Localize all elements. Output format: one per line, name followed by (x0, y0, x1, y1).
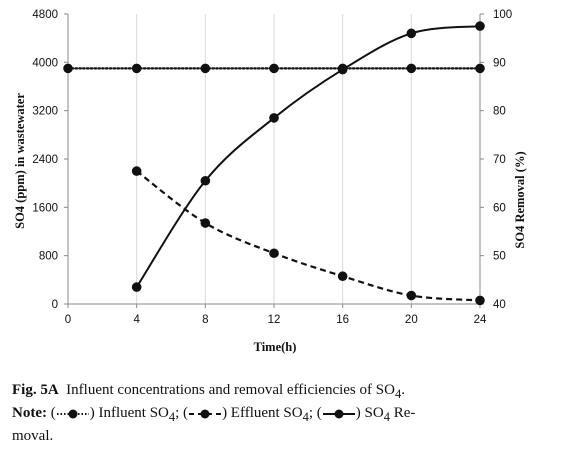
data-point-so4-removal (475, 21, 485, 31)
legend-removal-subscript: 4 (383, 410, 390, 424)
x-tick-label: 4 (133, 314, 140, 326)
data-point-influent-so4 (269, 63, 279, 74)
right-y-tick-label: 60 (493, 202, 506, 214)
figure-caption: Fig. 5A Influent concentrations and remo… (12, 381, 562, 446)
legend-influent-label: ) Influent SO (89, 405, 169, 421)
data-point-effluent-so4 (269, 248, 279, 259)
data-point-effluent-so4 (337, 271, 348, 282)
left-y-tick-label: 4800 (32, 9, 58, 21)
caption-title-end: . (401, 382, 405, 398)
right-y-tick-label: 40 (493, 299, 506, 311)
x-tick-label: 8 (202, 314, 208, 326)
legend-removal-sample (322, 409, 355, 419)
legend-removal-label: ) SO (355, 405, 384, 421)
right-y-tick-label: 50 (493, 251, 506, 263)
legend-influent-subscript: 4 (168, 410, 176, 424)
series-line-so4-removal (135, 25, 481, 288)
right-y-axis-title: SO4 Removal (%) (513, 151, 527, 248)
legend-removal-label-end: Re- (389, 405, 416, 421)
caption-line-2: Note: () Influent SO4; () Effluent SO4; … (12, 404, 562, 427)
legend-effluent-subscript: 4 (302, 410, 309, 424)
left-y-tick-label: 0 (52, 299, 58, 311)
data-point-so4-removal (406, 28, 417, 39)
left-y-axis-title: SO4 (ppm) in wastewater (13, 93, 27, 229)
x-axis-title: Time(h) (254, 340, 297, 354)
series-line-effluent-so4 (136, 170, 481, 302)
caption-title-subscript: 4 (394, 387, 402, 401)
axes (64, 13, 484, 308)
left-y-tick-label: 3200 (32, 106, 58, 118)
legend-effluent-label: ) Effluent SO (222, 405, 303, 421)
left-y-tick-label: 4000 (32, 57, 58, 69)
data-point-effluent-so4 (475, 295, 485, 306)
legend-influent-sample (56, 409, 89, 419)
separator-1: ; ( (175, 405, 189, 421)
x-tick-label: 20 (405, 314, 418, 326)
x-tick-label: 12 (268, 314, 281, 326)
data-point-effluent-so4 (200, 218, 211, 228)
right-y-tick-label: 70 (493, 154, 506, 166)
left-y-tick-label: 2400 (32, 154, 58, 166)
left-y-tick-label: 1600 (32, 202, 58, 214)
data-point-so4-removal (337, 64, 348, 75)
data-point-effluent-so4 (131, 166, 142, 176)
series-markers (63, 21, 485, 306)
data-point-so4-removal (269, 113, 279, 123)
data-point-influent-so4 (63, 63, 73, 74)
grid-lines (136, 14, 412, 304)
x-tick-label: 24 (474, 314, 487, 326)
caption-line-1: Fig. 5A Influent concentrations and remo… (12, 381, 562, 404)
caption-title: Influent concentrations and removal effi… (66, 382, 395, 398)
paren-open-1: ( (50, 405, 56, 421)
x-tick-label: 0 (65, 314, 71, 326)
right-y-tick-label: 90 (493, 57, 506, 69)
data-point-influent-so4 (475, 63, 485, 74)
data-point-so4-removal (200, 175, 211, 186)
separator-2: ; ( (308, 405, 322, 421)
data-point-influent-so4 (200, 63, 211, 74)
figure-label: Fig. 5A (12, 382, 59, 398)
caption-line-3: moval. (12, 428, 54, 444)
right-y-tick-label: 80 (493, 106, 506, 118)
note-label: Note: (12, 405, 47, 421)
data-point-influent-so4 (406, 63, 417, 74)
dual-axis-line-chart: 0 4 8 12 16 20 24 0 800 1600 2400 3200 4000 4800 40 50 6… (13, 9, 527, 354)
tick-labels: 0 4 8 12 16 20 24 0 800 1600 2400 3200 4000 4800 40 50 6… (32, 9, 512, 326)
data-point-influent-so4 (131, 63, 142, 74)
data-point-effluent-so4 (406, 290, 417, 301)
left-y-tick-label: 800 (39, 251, 58, 263)
data-point-so4-removal (131, 282, 142, 292)
legend-effluent-sample (189, 409, 222, 419)
x-tick-label: 16 (336, 314, 349, 326)
right-y-tick-label: 100 (493, 9, 512, 21)
